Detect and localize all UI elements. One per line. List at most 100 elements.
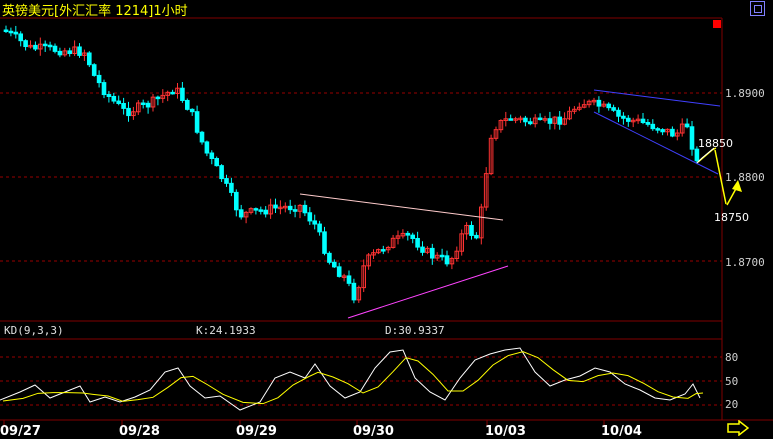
candle-body (469, 224, 474, 236)
candle-body (640, 118, 646, 124)
candle-body (332, 261, 337, 268)
date-label-4: 09/30 (353, 424, 394, 439)
candle-body (405, 232, 411, 236)
candle-body (116, 100, 122, 104)
candle-body (351, 282, 357, 301)
date-label-3: 09/29 (236, 424, 277, 439)
candle-body (312, 220, 317, 225)
candle-body (322, 231, 327, 254)
candle-body (155, 96, 161, 100)
candle-body (42, 43, 48, 47)
candle-body (336, 266, 342, 277)
candle-body (180, 87, 185, 101)
candle-body (444, 255, 450, 265)
target-path-line (696, 147, 715, 164)
candle-body (655, 128, 661, 131)
candle-body (410, 234, 415, 239)
candle-body (415, 237, 420, 248)
candle-body (528, 121, 533, 125)
candle-body (400, 232, 406, 237)
candle-body (483, 173, 489, 208)
annotation-upper-target: 18850 (698, 137, 733, 150)
candle-body (439, 254, 445, 258)
candle-body (82, 52, 87, 56)
candle-body (199, 131, 205, 143)
candle-body (675, 132, 680, 137)
triangle-lower-trendline (347, 265, 509, 319)
candle-body (101, 82, 107, 96)
candle-body (175, 87, 180, 94)
candle-body (62, 50, 68, 56)
candle-body (508, 118, 513, 121)
candle-body (601, 103, 607, 107)
candle-body (577, 106, 582, 110)
candle-body (52, 45, 58, 52)
drop-arrow-line (714, 149, 727, 205)
candle-body (106, 94, 112, 97)
candle-body (165, 91, 170, 96)
candle-body (91, 64, 97, 76)
candle-body (160, 94, 166, 99)
candle-body (503, 118, 509, 121)
kd-level-50: 50 (725, 375, 739, 388)
candle-body (145, 102, 151, 108)
candle-body (214, 158, 219, 167)
k-value: K:24.1933 (196, 324, 256, 337)
indicator-name[interactable]: KD(9,3,3) (4, 324, 64, 337)
candle-body (327, 252, 332, 263)
candle-body (513, 118, 518, 121)
candle-body (434, 254, 440, 259)
candle-body (552, 116, 558, 124)
scroll-right-arrow-icon[interactable] (727, 420, 749, 436)
candle-body (635, 118, 641, 122)
kd-d-line (2, 351, 704, 405)
candle-body (498, 119, 504, 131)
candle-body (341, 275, 347, 278)
annotation-lower-target: 18750 (714, 211, 749, 224)
candle-body (121, 102, 126, 109)
candle-body (317, 223, 322, 233)
candle-body (67, 50, 73, 55)
candle-body (449, 258, 455, 265)
candle-body (684, 123, 690, 128)
candle-body (385, 246, 391, 251)
candle-body (621, 115, 626, 119)
candle-body (209, 152, 215, 160)
candle-body (96, 74, 102, 84)
candle-body (140, 102, 146, 105)
candle-body (297, 204, 303, 212)
candle-body (562, 118, 567, 125)
candle-body (459, 233, 464, 252)
date-label-6: 10/04 (601, 424, 642, 439)
candle-body (234, 191, 239, 211)
candle-body (302, 204, 308, 214)
candle-body (8, 30, 14, 34)
candle-body (493, 129, 499, 139)
candle-body (616, 109, 621, 117)
candle-body (650, 123, 656, 130)
rebound-arrow-head (732, 180, 742, 192)
candle-body (194, 111, 200, 133)
candle-body (253, 208, 259, 211)
candle-body (292, 209, 298, 212)
price-label-3: 1.8700 (725, 256, 765, 269)
candle-body (87, 52, 92, 66)
candle-body (150, 96, 156, 108)
candle-body (131, 111, 136, 117)
wedge-lower-trendline (593, 111, 719, 175)
candle-body (572, 108, 577, 112)
candle-body (273, 204, 278, 209)
candle-body (395, 235, 401, 239)
candle-body (381, 249, 386, 252)
price-label-1: 1.8900 (725, 87, 765, 100)
candle-body (694, 148, 700, 162)
candle-body (679, 123, 685, 134)
candle-body (278, 206, 283, 210)
candle-body (170, 91, 175, 95)
candle-body (660, 129, 665, 133)
window-restore-button[interactable] (750, 1, 765, 16)
candle-body (464, 224, 469, 235)
candle-body (57, 50, 63, 56)
candle-body (581, 104, 587, 108)
